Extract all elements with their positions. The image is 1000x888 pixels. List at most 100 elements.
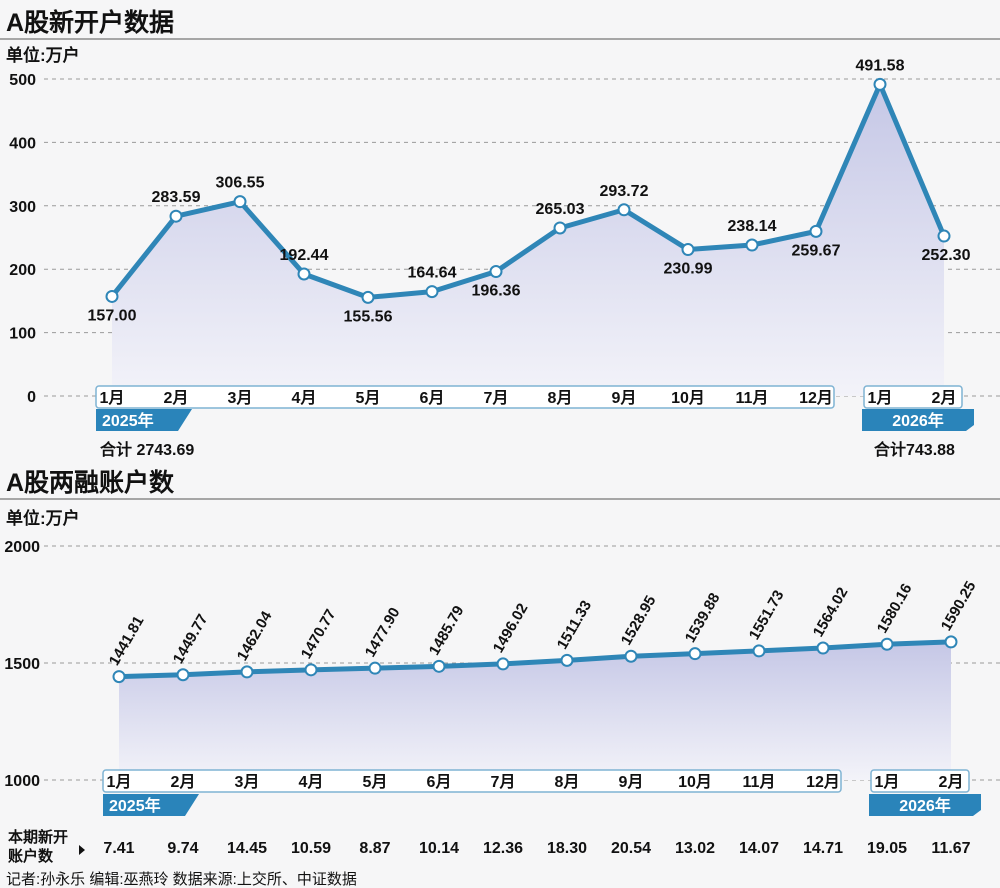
chart2-data-label: 1470.77 (298, 606, 340, 661)
chart2-x-tick-label: 4月 (299, 773, 324, 791)
chart2-x-tick-label: 2月 (939, 773, 964, 791)
chart1-x-tick-label: 2月 (164, 389, 189, 407)
chart2-data-label: 1449.77 (170, 611, 212, 666)
chart1-data-point (233, 195, 247, 209)
chart2-data-point (496, 657, 510, 671)
chart1-data-label: 283.59 (152, 189, 201, 206)
new-accounts-value: 20.54 (611, 840, 651, 857)
chart2-data-point (880, 637, 894, 651)
new-accounts-value: 10.59 (291, 840, 331, 857)
chart1-unit: 单位:万户 (6, 45, 80, 65)
chart2-unit: 单位:万户 (6, 508, 80, 528)
chart1-data-point (553, 221, 567, 235)
chart1-data-label: 164.64 (408, 265, 457, 282)
chart1-month-box (863, 385, 963, 409)
chart1-title: A股新开户数据 (6, 8, 174, 37)
chart1-x-tick-label: 1月 (100, 389, 125, 407)
chart1-data-point (937, 229, 951, 243)
chart1-x-tick-label: 4月 (292, 389, 317, 407)
chart2-data-label: 1462.04 (234, 608, 276, 664)
chart2-month-box (870, 769, 970, 793)
chart2-data-point (688, 647, 702, 661)
chart2-data-label: 1580.16 (874, 581, 916, 636)
chart2-year-label: 2025年 (109, 796, 161, 815)
chart2-data-point (432, 659, 446, 673)
chart1-area (112, 84, 944, 396)
chart2-data-point (944, 635, 958, 649)
chart1-data-point (745, 238, 759, 252)
chart2-data-point (624, 649, 638, 663)
new-accounts-value: 14.07 (739, 840, 779, 857)
chart2-year-badge (103, 794, 199, 816)
new-accounts-value: 10.14 (419, 840, 459, 857)
chart1-total-2026: 合计743.88 (874, 440, 955, 459)
chart1-x-tick-label: 10月 (671, 389, 705, 407)
chart1-data-label: 192.44 (280, 247, 329, 264)
new-accounts-value: 12.36 (483, 840, 523, 857)
chart2-x-tick-label: 1月 (875, 773, 900, 791)
chart1-data-point (297, 267, 311, 281)
chart2-year-label: 2026年 (899, 796, 951, 815)
chart1-data-label: 230.99 (664, 261, 713, 278)
chart1-x-tick-label: 9月 (612, 389, 637, 407)
chart1-month-box (95, 385, 835, 409)
chart1-x-tick-label: 2月 (932, 389, 957, 407)
chart1-data-label: 196.36 (472, 283, 521, 300)
row-pointer-icon (79, 845, 85, 855)
chart1-data-point (489, 265, 503, 279)
chart1-data-label: 155.56 (344, 308, 393, 325)
chart1-data-point (361, 290, 375, 304)
chart2-y-tick-label: 1500 (4, 656, 40, 673)
chart2-data-label: 1564.02 (810, 585, 852, 640)
chart2-x-tick-label: 11月 (743, 773, 776, 791)
chart2-data-point (112, 670, 126, 684)
chart2-data-label: 1511.33 (554, 598, 595, 653)
new-accounts-value: 11.67 (931, 840, 970, 857)
chart1-x-tick-label: 7月 (484, 389, 509, 407)
chart1-data-label: 252.30 (922, 247, 971, 264)
new-accounts-value: 8.87 (359, 840, 390, 857)
chart1-data-label: 491.58 (856, 57, 905, 74)
chart1-data-label: 157.00 (88, 307, 137, 324)
chart2-data-label: 1496.02 (490, 600, 532, 655)
chart2-data-point (304, 663, 318, 677)
source-credit: 记者:孙永乐 编辑:巫燕玲 数据来源:上交所、中证数据 (6, 870, 357, 888)
chart2-month-box (102, 769, 842, 793)
chart1-data-label: 265.03 (536, 201, 585, 218)
chart1-data-point (169, 209, 183, 223)
chart2-data-point (752, 644, 766, 658)
chart1-x-tick-label: 8月 (548, 389, 573, 407)
chart1-x-tick-label: 5月 (356, 389, 381, 407)
chart2-x-tick-label: 1月 (107, 773, 132, 791)
new-accounts-value: 7.41 (103, 840, 134, 857)
chart1-x-tick-label: 1月 (868, 389, 893, 407)
chart2-x-tick-label: 12月 (806, 773, 840, 791)
chart2-x-tick-label: 2月 (171, 773, 196, 791)
chart2-data-label: 1551.73 (746, 587, 788, 642)
chart1-data-label: 293.72 (600, 183, 649, 200)
chart2-x-tick-label: 10月 (678, 773, 712, 791)
chart1-y-tick-label: 100 (9, 326, 36, 343)
chart1-x-tick-label: 11月 (736, 389, 769, 407)
new-accounts-value: 13.02 (675, 840, 715, 857)
chart2-year-badge (869, 794, 981, 816)
chart1-data-point (105, 289, 119, 303)
new-accounts-value: 18.30 (547, 840, 587, 857)
chart1-series-line (110, 81, 947, 300)
chart1-y-tick-label: 500 (9, 72, 36, 89)
chart1-year-label: 2026年 (892, 411, 944, 430)
chart2-y-tick-label: 2000 (4, 539, 40, 556)
chart2-x-tick-label: 3月 (235, 773, 260, 791)
chart1-data-point (873, 77, 887, 91)
chart1-x-tick-label: 6月 (420, 389, 445, 407)
chart2-data-label: 1590.25 (938, 578, 980, 633)
new-accounts-value: 14.71 (803, 840, 843, 857)
chart1-y-tick-label: 0 (27, 389, 36, 406)
chart2-x-tick-label: 7月 (491, 773, 516, 791)
chart2-x-tick-label: 6月 (427, 773, 452, 791)
new-accounts-value: 14.45 (227, 840, 267, 857)
chart1-data-point (425, 285, 439, 299)
chart1-data-point (809, 224, 823, 238)
new-accounts-label-line2: 账户数 (8, 847, 54, 865)
